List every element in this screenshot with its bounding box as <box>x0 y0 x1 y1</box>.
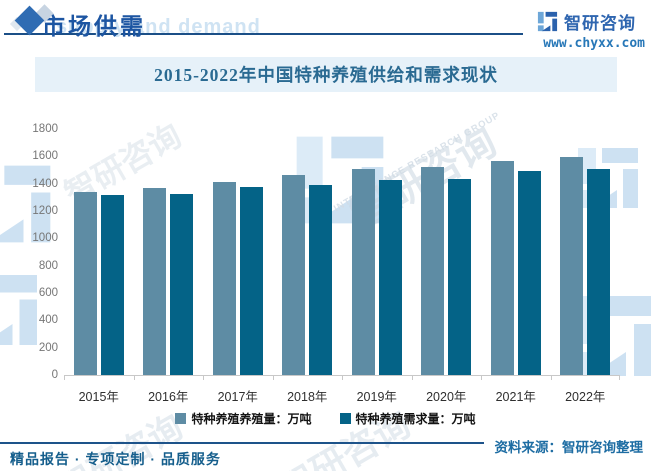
bar-group-2015年 <box>73 129 124 375</box>
x-tick <box>64 375 65 380</box>
x-label: 2021年 <box>495 390 536 404</box>
legend-label: 特种养殖养殖量：万吨 <box>191 412 312 426</box>
bar <box>490 161 514 375</box>
bar <box>170 193 194 375</box>
bar <box>560 157 584 375</box>
y-tick-label: 400 <box>38 314 58 327</box>
x-tick <box>342 375 343 380</box>
x-label: 2018年 <box>287 390 328 404</box>
header-divider <box>4 33 523 35</box>
bar-group-2017年 <box>212 129 263 375</box>
bar <box>212 181 236 375</box>
x-tick <box>272 375 274 380</box>
y-tick-label: 1200 <box>32 205 58 217</box>
section-diamond-icon <box>9 4 54 38</box>
brand-name: 智研咨询 <box>564 14 636 33</box>
bar <box>239 187 263 375</box>
brand-box[interactable]: 智研咨询 <box>536 9 636 34</box>
y-axis-labels: 0 200 400 600 800 1000 1200 1400 1600 1800 <box>18 123 58 381</box>
x-axis-labels: 2015年 2016年 2017年 2018年 2019年 2020年 2021年 2022年 <box>64 386 620 405</box>
x-label: 2022年 <box>565 390 606 404</box>
bar <box>517 171 541 375</box>
bar <box>143 187 167 375</box>
y-tick-label: 600 <box>38 287 58 299</box>
bar-group-2022年 <box>560 129 611 375</box>
bar <box>448 178 472 375</box>
x-label: 2016年 <box>148 390 189 404</box>
bar <box>282 175 306 375</box>
bar-group-2016年 <box>143 129 194 375</box>
bar-group-2019年 <box>351 129 402 375</box>
data-source-note: 资料来源：智研咨询整理 <box>494 440 644 455</box>
plot-area <box>64 129 620 375</box>
x-axis-ticks <box>64 375 620 380</box>
chart-legend: 特种养殖养殖量：万吨 特种养殖需求量：万吨 <box>0 410 651 427</box>
y-tick-label: 800 <box>38 259 58 272</box>
legend-item: 特种养殖养殖量：万吨 <box>175 410 312 427</box>
x-label: 2017年 <box>217 390 258 404</box>
bar <box>587 168 611 375</box>
y-tick-label: 1600 <box>32 150 58 163</box>
x-tick <box>481 375 482 380</box>
header-watermark-text: supply and demand <box>56 16 261 38</box>
bar-group-2018年 <box>282 129 333 375</box>
bar <box>351 169 375 375</box>
x-tick <box>203 375 204 380</box>
y-tick-label: 1400 <box>32 177 58 190</box>
bar <box>421 167 445 375</box>
chart-title-banner: 2015-2022年中国特种养殖供给和需求现状 <box>35 57 617 92</box>
y-tick-label: 1800 <box>32 123 58 135</box>
legend-label: 特种养殖需求量：万吨 <box>355 412 476 426</box>
legend-item: 特种养殖需求量：万吨 <box>339 410 476 427</box>
footer-divider <box>0 442 484 444</box>
legend-swatch <box>339 413 351 424</box>
legend-swatch <box>175 413 187 424</box>
y-tick-label: 1000 <box>32 232 58 245</box>
x-label: 2015年 <box>78 390 119 404</box>
section-title: 市场供需 <box>42 13 146 39</box>
website-link[interactable]: www.chyxx.com <box>543 36 645 51</box>
footer-tagline: 精品报告 · 专项定制 · 品质服务 <box>10 451 221 467</box>
bar-group-2020年 <box>421 129 472 375</box>
bar <box>73 191 97 375</box>
bar-group-2021年 <box>490 129 541 375</box>
brand-logo-icon <box>536 10 559 33</box>
bar <box>100 195 124 375</box>
watermark-text-bottom-mid: 智研咨询 <box>272 402 418 471</box>
x-label: 2019年 <box>356 390 397 404</box>
bar <box>309 185 333 375</box>
y-tick-label: 200 <box>38 341 58 354</box>
x-tick <box>550 375 552 380</box>
bar <box>378 179 402 375</box>
x-tick <box>133 375 135 380</box>
x-tick <box>411 375 413 380</box>
logo-glyph <box>537 11 558 32</box>
x-tick <box>619 375 620 380</box>
y-tick-label: 0 <box>51 369 58 381</box>
x-label: 2020年 <box>426 390 467 404</box>
chart-title: 2015-2022年中国特种养殖供给和需求现状 <box>154 65 498 85</box>
